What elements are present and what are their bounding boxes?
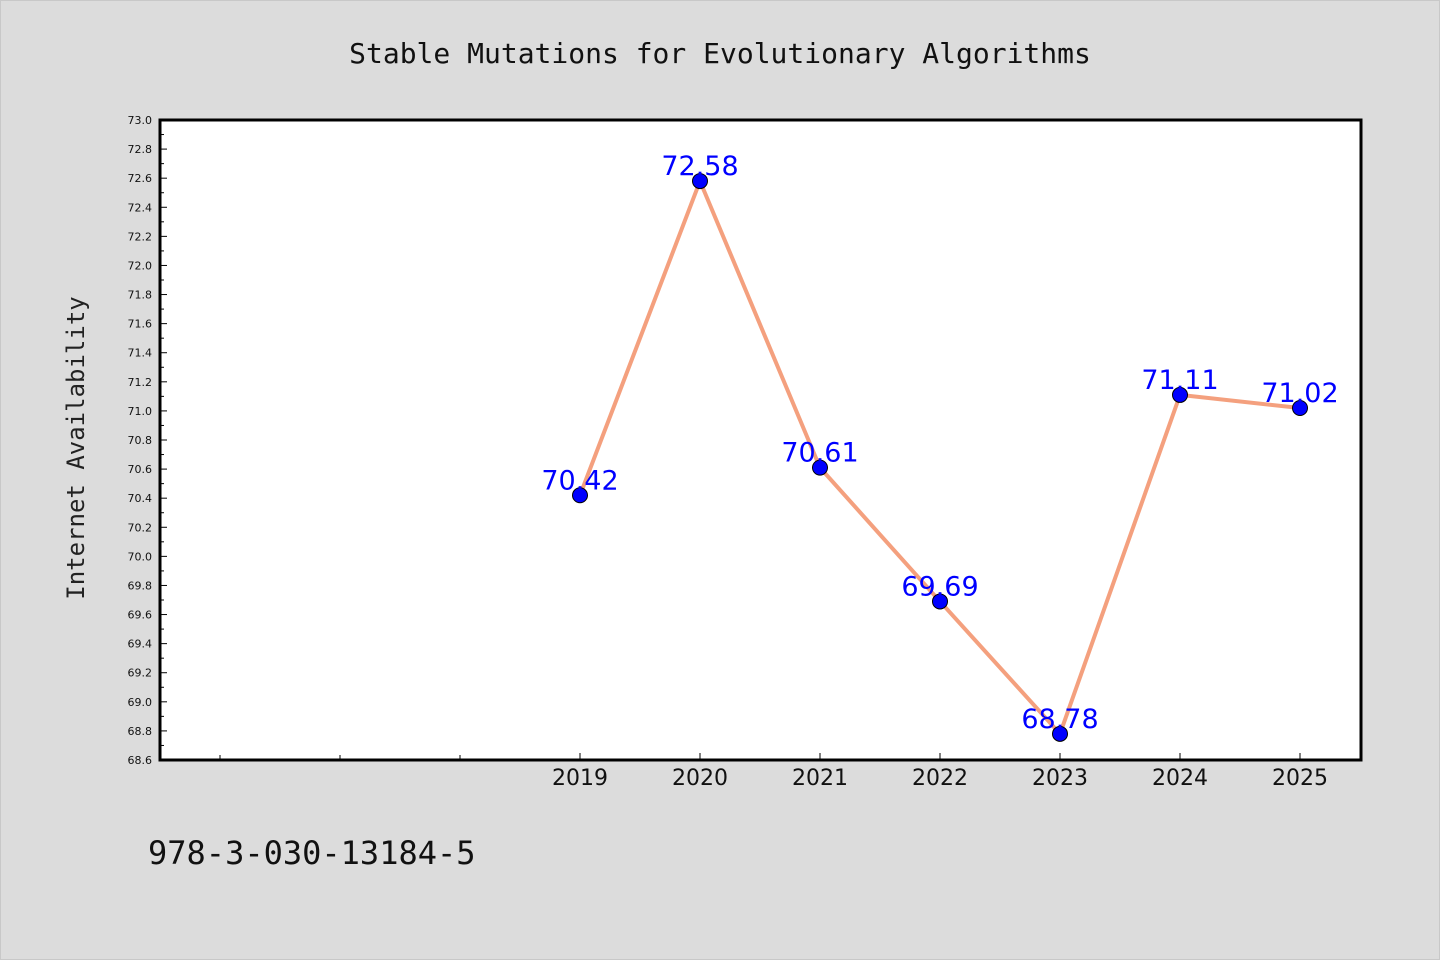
data-point [692,173,708,190]
chart-title: Stable Mutations for Evolutionary Algori… [349,37,1091,70]
y-tick-label: 71.2 [128,376,153,389]
data-label: 72.58 [661,151,738,182]
data-label: 68.78 [1021,704,1098,735]
data-label: 71.11 [1141,365,1218,396]
y-tick-label: 71.0 [128,405,153,418]
y-tick-label: 70.6 [128,463,153,476]
y-tick-label: 68.6 [128,754,153,767]
y-tick-label: 72.8 [128,143,153,156]
y-tick-label: 69.0 [128,696,153,709]
y-tick-label: 68.8 [128,725,153,738]
data-label: 70.61 [781,438,858,469]
data-point [932,593,948,610]
data-point [1172,386,1188,403]
y-tick-label: 70.4 [128,492,153,505]
y-axis-ticks: 68.6 68.8 69.0 69.2 69.4 69.6 69.8 70.0 70.2 70.4… [128,114,167,767]
data-label: 70.42 [541,465,618,496]
y-axis-label: Internet Availability [62,296,90,599]
y-tick-label: 73.0 [128,114,153,127]
y-tick-label: 72.0 [128,259,153,272]
x-tick-label: 2024 [1152,766,1208,791]
data-point [812,459,828,476]
data-label: 69.69 [901,571,978,602]
x-tick-label: 2021 [792,766,848,791]
data-point [572,487,588,504]
y-tick-label: 71.6 [128,318,153,331]
x-tick-label: 2023 [1032,766,1088,791]
plot-area [158,118,1363,762]
data-point [1052,725,1068,742]
y-tick-label: 70.8 [128,434,153,447]
y-tick-label: 69.8 [128,579,153,592]
y-tick-label: 70.2 [128,521,153,534]
x-tick-label: 2019 [552,766,608,791]
footnote-isbn: 978-3-030-13184-5 [148,834,476,872]
y-tick-label: 72.6 [128,172,153,185]
x-axis-ticks: 2019 2020 2021 2022 2023 2024 2025 [219,753,1328,791]
series-layer: 70.42 72.58 70.61 69.69 68.78 71.11 71.02 [541,151,1339,742]
y-tick-label: 69.4 [128,638,153,651]
y-tick-label: 71.4 [128,347,153,360]
y-tick-label: 72.2 [128,230,153,243]
y-tick-label: 69.2 [128,667,153,680]
y-tick-label: 69.6 [128,609,153,622]
data-label: 71.02 [1261,378,1338,409]
y-tick-label: 72.4 [128,201,153,214]
data-point [1292,400,1308,416]
y-tick-label: 70.0 [128,550,153,563]
x-tick-label: 2022 [912,766,968,791]
x-tick-label: 2025 [1272,766,1328,791]
y-tick-label: 71.8 [128,289,153,302]
x-tick-label: 2020 [672,766,728,791]
